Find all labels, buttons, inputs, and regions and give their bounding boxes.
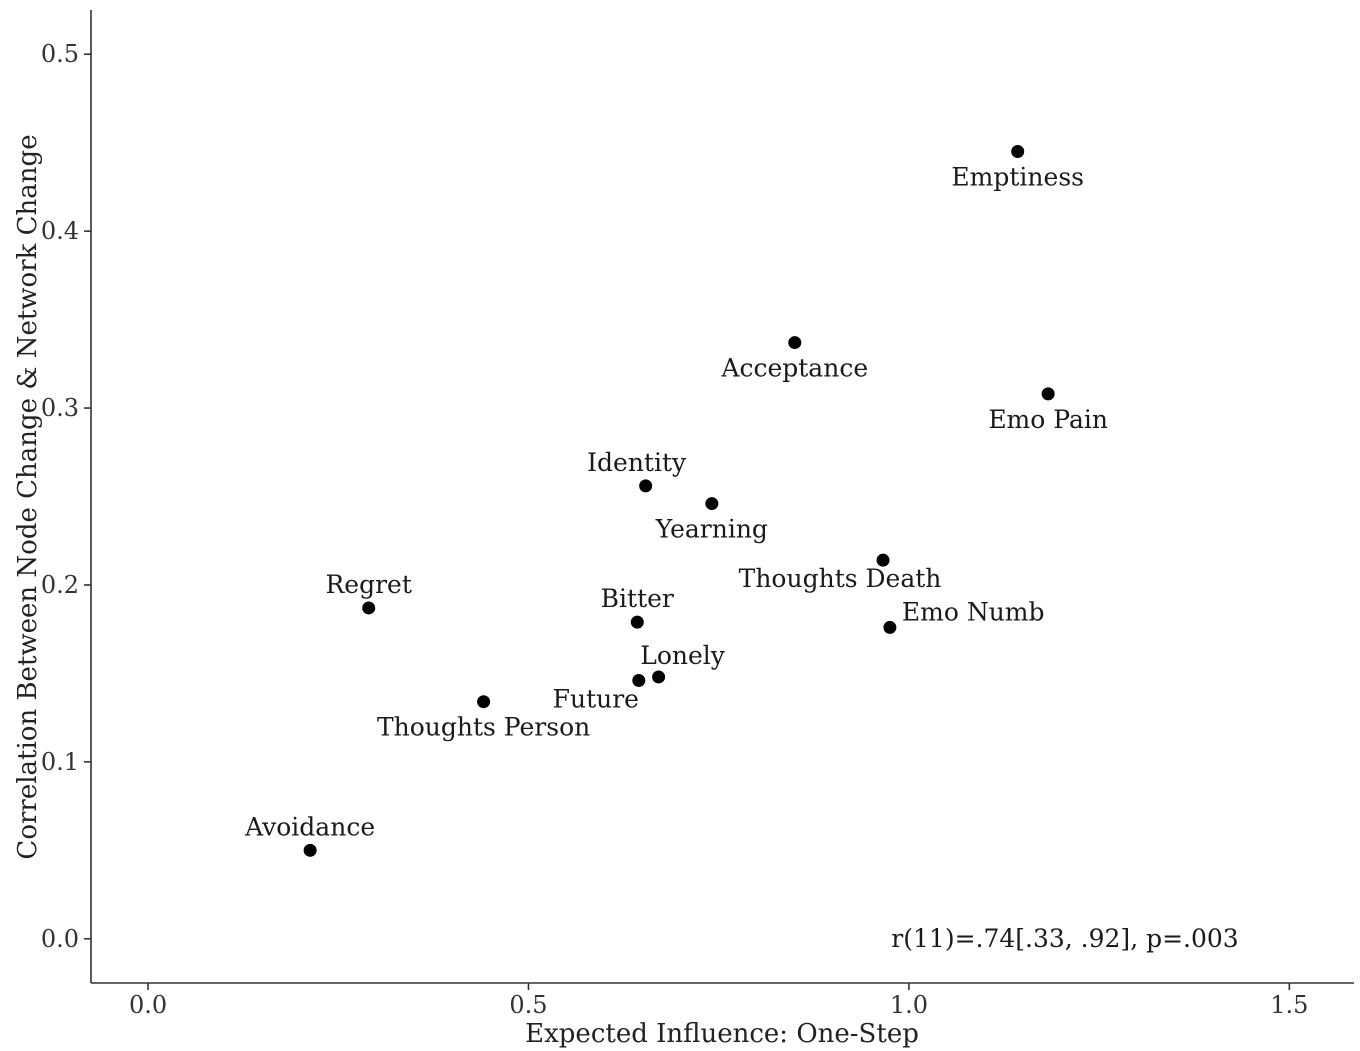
data-point-emo-numb xyxy=(883,620,897,634)
x-axis-title: Expected Influence: One-Step xyxy=(525,1019,919,1049)
point-label-acceptance: Acceptance xyxy=(720,354,868,383)
point-label-regret: Regret xyxy=(325,570,411,599)
data-point-lonely xyxy=(652,670,666,684)
y-tick-label: 0.2 xyxy=(41,571,79,599)
point-label-lonely: Lonely xyxy=(640,641,726,670)
data-point-regret xyxy=(362,601,376,615)
y-tick-label: 0.3 xyxy=(41,394,79,422)
point-label-emo-numb: Emo Numb xyxy=(902,597,1045,626)
data-point-emptiness xyxy=(1011,145,1025,159)
data-points xyxy=(303,145,1055,857)
data-point-avoidance xyxy=(303,843,317,857)
axes xyxy=(90,10,1354,984)
point-label-thoughts-person: Thoughts Person xyxy=(377,713,590,742)
x-tick-label: 1.0 xyxy=(890,991,928,1019)
data-point-labels: Emptiness Acceptance Emo Pain Identity Yearn… xyxy=(244,163,1108,842)
x-tick-label: 0.0 xyxy=(129,991,167,1019)
data-point-identity xyxy=(639,479,653,493)
point-label-identity: Identity xyxy=(587,448,687,477)
point-label-yearning: Yearning xyxy=(655,515,768,544)
x-tick-label: 1.5 xyxy=(1270,991,1308,1019)
y-tick-label: 0.0 xyxy=(41,925,79,953)
data-point-acceptance xyxy=(788,336,802,350)
data-point-future xyxy=(632,673,646,687)
point-label-bitter: Bitter xyxy=(601,584,674,613)
data-point-thoughts-death xyxy=(876,553,890,567)
point-label-emo-pain: Emo Pain xyxy=(988,405,1108,434)
correlation-annotation: r(11)=.74[.33, .92], p=.003 xyxy=(891,924,1238,953)
y-tick-label: 0.5 xyxy=(41,40,79,68)
x-tick-label: 0.5 xyxy=(509,991,547,1019)
data-point-bitter xyxy=(630,615,644,629)
data-point-thoughts-person xyxy=(477,695,491,709)
point-label-future: Future xyxy=(553,684,639,713)
data-point-yearning xyxy=(705,497,719,511)
y-axis-title: Correlation Between Node Change & Networ… xyxy=(13,134,43,859)
point-label-emptiness: Emptiness xyxy=(951,163,1084,192)
y-tick-label: 0.4 xyxy=(41,217,79,245)
y-ticks: 0.0 0.1 0.2 0.3 0.4 0.5 xyxy=(41,40,91,953)
x-ticks: 0.0 0.5 1.0 1.5 xyxy=(129,983,1308,1019)
data-point-emo-pain xyxy=(1041,387,1055,401)
point-label-avoidance: Avoidance xyxy=(244,812,375,841)
point-label-thoughts-death: Thoughts Death xyxy=(739,564,942,593)
y-tick-label: 0.1 xyxy=(41,748,79,776)
